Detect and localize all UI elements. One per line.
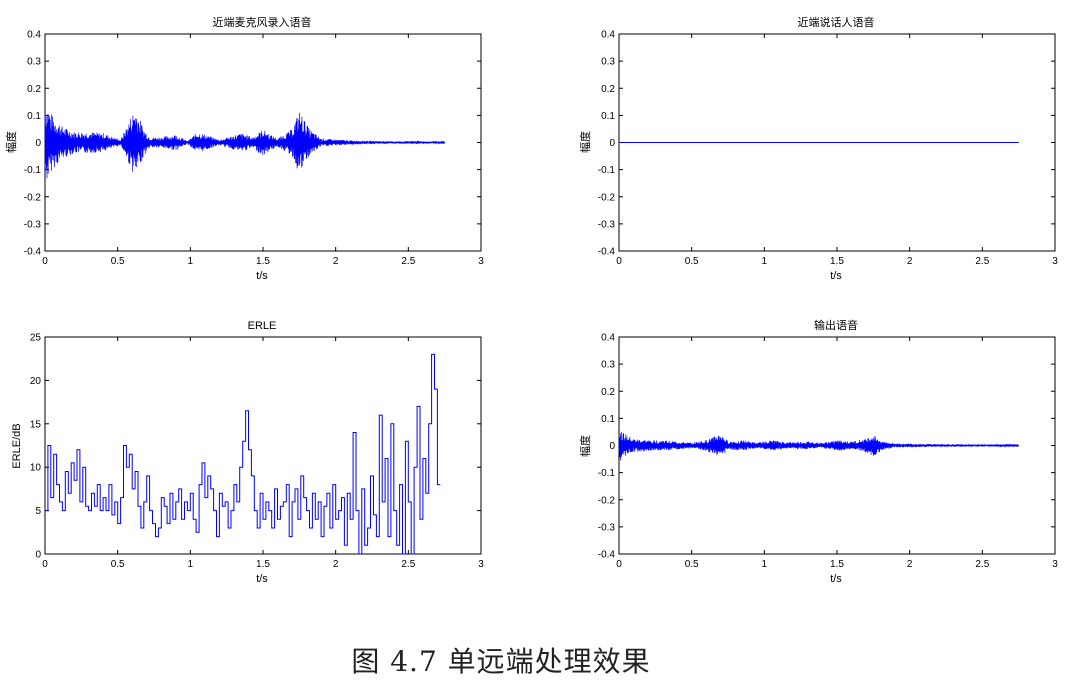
x-axis-label: t/s	[830, 573, 842, 585]
plot-output: 输出语音 0 0.5 1 1.5 2 2.5 3 -0.4-0.3-0.2-0.100.10…	[578, 318, 1058, 585]
y-tick-label: 0	[35, 138, 41, 149]
x-tick-label: 1.5	[830, 256, 844, 267]
y-ticks: 0 5 10 15 20 25	[30, 333, 481, 561]
y-axis-label: ERLE/dB	[11, 423, 23, 468]
y-axis-label: 幅度	[578, 435, 592, 457]
plot-erle: ERLE 0 0.5 1 1.5 2 2.5 3 0 5 10 15 20 25 t/s ERLE/d…	[11, 320, 484, 585]
x-tick-label: 1	[762, 256, 768, 267]
y-tick-label: 5	[35, 506, 41, 517]
x-ticks: 0 0.5 1 1.5 2 2.5 3	[616, 34, 1058, 267]
figure: 近端麦克风录入语音 0 0.5 1 1.5 2 2.5 3 -0.4 -0.3 -0.2 -0.1…	[4, 15, 1058, 585]
x-tick-label: 2.5	[401, 559, 415, 570]
x-tick-label: 1	[188, 256, 194, 267]
y-tick-label: -0.4	[24, 247, 42, 258]
y-tick-label: 0.1	[601, 111, 615, 122]
plot-near-talker: 近端说话人语音 0 0.5 1 1.5 2 2.5 3 -0.4-0.3-0.2-0.100…	[578, 15, 1058, 282]
x-ticks: 0 0.5 1 1.5 2 2.5 3	[616, 337, 1058, 570]
y-tick-label: -0.4	[598, 550, 616, 561]
y-ticks: -0.4 -0.3 -0.2 -0.1 0 0.1 0.2 0.3 0.4	[24, 30, 481, 258]
y-tick-label: 0.1	[27, 111, 41, 122]
y-tick-label: -0.2	[598, 192, 616, 203]
y-tick-label: 0.3	[601, 57, 615, 68]
y-axis-label: 幅度	[4, 131, 18, 153]
chart-title: 近端说话人语音	[798, 15, 875, 29]
plot-frame	[44, 336, 482, 555]
y-tick-label: -0.1	[598, 468, 616, 479]
x-tick-label: 2.5	[975, 256, 989, 267]
x-tick-label: 2	[907, 256, 913, 267]
x-tick-label: 0	[616, 559, 622, 570]
waveform-path	[44, 112, 446, 179]
series-waveform	[618, 431, 1019, 461]
x-axis-label: t/s	[256, 270, 268, 282]
y-tick-label: 15	[30, 419, 42, 430]
x-tick-label: 3	[478, 256, 484, 267]
x-axis-label: t/s	[256, 573, 268, 585]
y-tick-label: 0.2	[601, 84, 615, 95]
chart-title: ERLE	[248, 320, 277, 332]
x-tick-label: 0	[616, 256, 622, 267]
y-ticks: -0.4 -0.3 -0.2 -0.1 0 0.1 0.2 0.3 0.4	[598, 333, 1055, 561]
y-tick-label: -0.4	[598, 247, 616, 258]
x-tick-label: 1	[762, 559, 768, 570]
x-tick-label: 1.5	[830, 559, 844, 570]
x-ticks: 0 0.5 1 1.5 2 2.5 3	[42, 34, 484, 267]
x-ticks: 0 0.5 1 1.5 2 2.5 3	[42, 337, 484, 570]
x-axis-label: t/s	[830, 270, 842, 282]
y-tick-label: 0.3	[27, 57, 41, 68]
x-tick-label: 2.5	[401, 256, 415, 267]
chart-title: 输出语音	[814, 318, 858, 332]
figure-caption: 图 4.7 单远端处理效果	[351, 645, 651, 678]
x-tick-label: 1.5	[256, 559, 270, 570]
series-erle	[45, 353, 441, 555]
y-tick-label: 0.2	[27, 84, 41, 95]
y-tick-label: -0.1	[598, 165, 616, 176]
y-tick-label: -0.3	[598, 219, 616, 230]
x-tick-label: 0.5	[111, 256, 125, 267]
x-tick-label: 3	[1052, 256, 1058, 267]
y-tick-label: 0.1	[601, 414, 615, 425]
chart-title: 近端麦克风录入语音	[213, 15, 312, 29]
x-tick-label: 2.5	[975, 559, 989, 570]
waveform-path	[618, 431, 1019, 461]
x-tick-label: 0.5	[685, 559, 699, 570]
y-tick-label: 0.4	[27, 30, 41, 41]
y-tick-label: 0.3	[601, 360, 615, 371]
y-tick-label: 25	[30, 333, 42, 344]
y-tick-label: 0	[609, 441, 615, 452]
x-tick-label: 2	[907, 559, 913, 570]
y-ticks: -0.4 -0.3 -0.2 -0.1 0 0.1 0.2 0.3 0.4	[598, 30, 1055, 258]
x-tick-label: 0	[42, 256, 48, 267]
y-tick-label: 0	[609, 138, 615, 149]
y-tick-label: 10	[30, 463, 42, 474]
y-tick-label: -0.3	[24, 219, 42, 230]
x-tick-label: 0	[42, 559, 48, 570]
x-tick-label: 2	[333, 256, 339, 267]
y-tick-label: -0.2	[598, 495, 616, 506]
y-tick-label: -0.1	[24, 165, 42, 176]
x-tick-label: 2	[333, 559, 339, 570]
x-tick-label: 1.5	[256, 256, 270, 267]
x-tick-label: 0.5	[685, 256, 699, 267]
y-tick-label: 0.4	[601, 30, 615, 41]
y-tick-label: -0.2	[24, 192, 42, 203]
y-axis-label: 幅度	[578, 131, 592, 153]
x-tick-label: 3	[478, 559, 484, 570]
y-tick-label: 20	[30, 376, 42, 387]
plot-near-mic: 近端麦克风录入语音 0 0.5 1 1.5 2 2.5 3 -0.4 -0.3 -0.2 -0.1…	[4, 15, 484, 282]
y-tick-label: 0.2	[601, 387, 615, 398]
series-waveform	[44, 112, 446, 179]
y-tick-label: 0	[35, 550, 41, 561]
y-tick-label: 0.4	[601, 333, 615, 344]
x-tick-label: 1	[188, 559, 194, 570]
y-tick-label: -0.3	[598, 522, 616, 533]
erle-stairs	[45, 353, 441, 555]
x-tick-label: 3	[1052, 559, 1058, 570]
x-tick-label: 0.5	[111, 559, 125, 570]
